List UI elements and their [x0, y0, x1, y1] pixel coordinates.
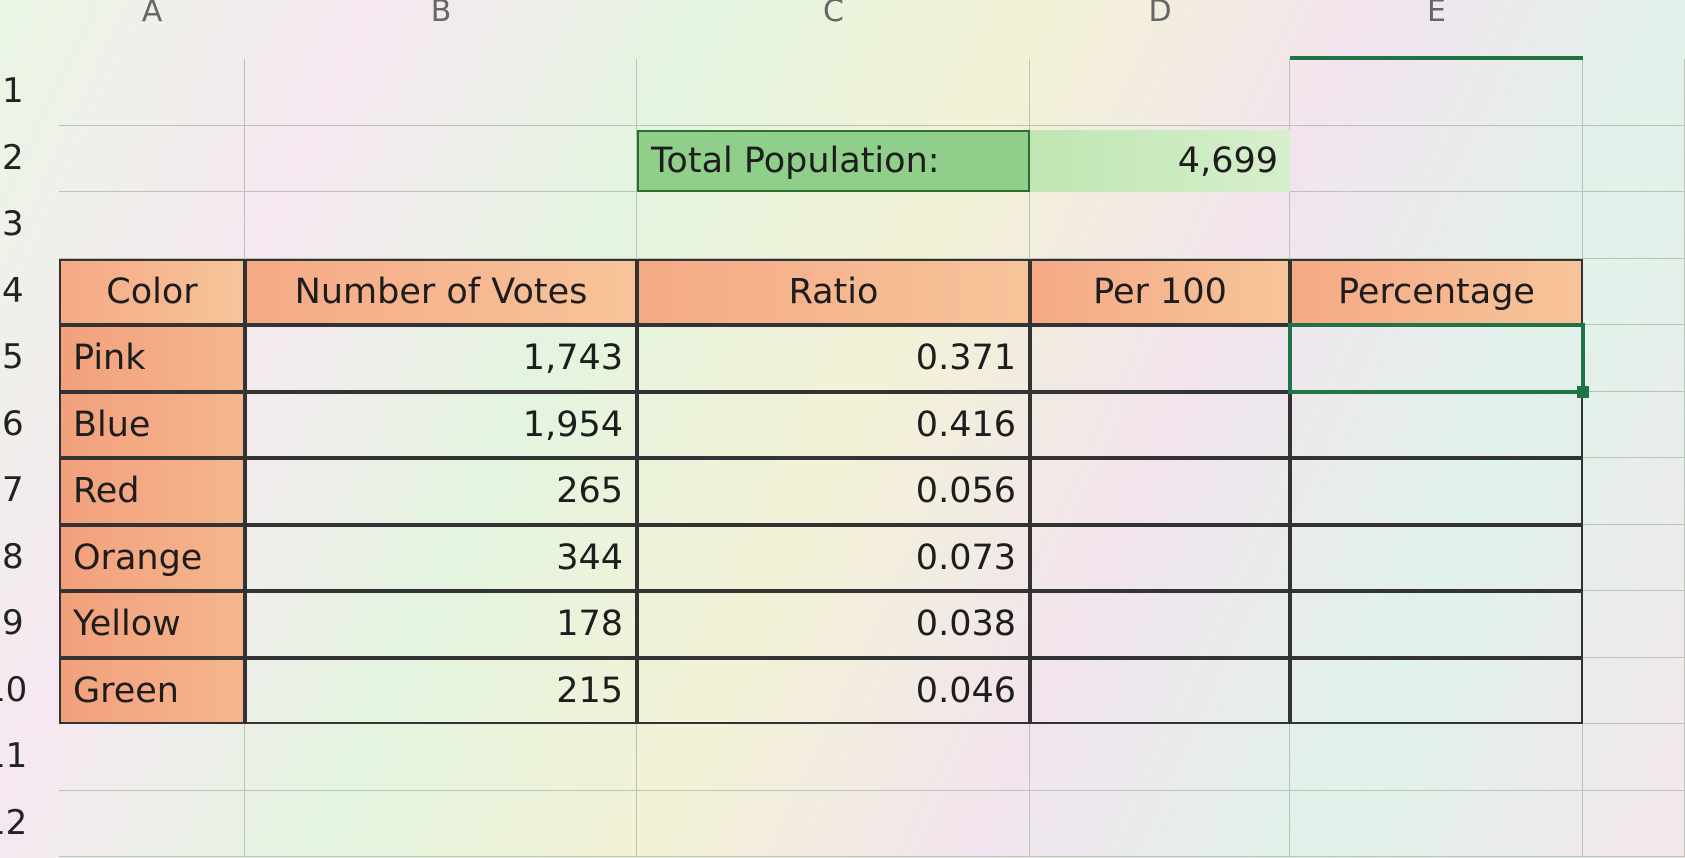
grid-cell[interactable]: [1583, 391, 1685, 458]
grid-cell[interactable]: [245, 59, 637, 126]
grid-cell[interactable]: [637, 59, 1030, 126]
grid-cell[interactable]: [637, 724, 1030, 791]
grid-cell[interactable]: [1583, 325, 1685, 392]
grid-cell[interactable]: [59, 790, 245, 857]
row-number[interactable]: 11: [0, 736, 28, 776]
data-cell[interactable]: 0.073: [637, 524, 1030, 591]
column-header[interactable]: C: [823, 0, 844, 29]
grid-cell[interactable]: [1030, 192, 1290, 259]
color-cell[interactable]: Orange: [59, 524, 245, 591]
table-header[interactable]: Per 100: [1030, 258, 1290, 325]
data-cell[interactable]: 215: [245, 657, 637, 724]
grid-cell[interactable]: [1583, 59, 1685, 126]
row-number[interactable]: 7: [2, 470, 24, 510]
row-number[interactable]: 1: [2, 71, 24, 111]
grid-cell[interactable]: [245, 125, 637, 192]
data-cell[interactable]: [1030, 657, 1290, 724]
column-header[interactable]: E: [1427, 0, 1446, 29]
table-header[interactable]: Percentage: [1290, 258, 1583, 325]
grid-cell[interactable]: [245, 724, 637, 791]
grid-cell[interactable]: [1030, 724, 1290, 791]
row-number[interactable]: 8: [2, 536, 24, 577]
column-e-highlight: [1290, 56, 1583, 60]
data-cell[interactable]: 0.056: [637, 458, 1030, 525]
grid-cell[interactable]: [1583, 724, 1685, 791]
grid-cell[interactable]: [1583, 458, 1685, 525]
grid-cell[interactable]: [1583, 657, 1685, 724]
data-cell[interactable]: [1030, 524, 1290, 591]
grid-cell[interactable]: [1030, 790, 1290, 857]
grid-cell[interactable]: [1583, 192, 1685, 259]
grid-cell[interactable]: [1583, 790, 1685, 857]
data-cell[interactable]: 0.046: [637, 657, 1030, 724]
data-cell[interactable]: [1290, 391, 1583, 458]
data-cell[interactable]: 1,954: [245, 391, 637, 458]
total-label[interactable]: Total Population:: [637, 129, 1030, 192]
grid-cell[interactable]: [1290, 192, 1583, 259]
color-cell[interactable]: Green: [59, 657, 245, 724]
row-number[interactable]: 4: [2, 270, 24, 311]
data-cell[interactable]: [1030, 458, 1290, 525]
row-number[interactable]: 9: [2, 603, 24, 643]
grid-cell[interactable]: [1290, 59, 1583, 126]
row-number[interactable]: 6: [2, 403, 24, 444]
color-cell[interactable]: Yellow: [59, 591, 245, 658]
data-cell[interactable]: [1030, 391, 1290, 458]
grid-cell[interactable]: [59, 192, 245, 259]
grid-cell[interactable]: [59, 125, 245, 192]
column-header[interactable]: B: [430, 0, 452, 29]
fill-handle[interactable]: [1577, 385, 1589, 398]
grid-cell[interactable]: [1290, 125, 1583, 192]
row-number[interactable]: 12: [0, 802, 28, 843]
selected-cell[interactable]: [1288, 323, 1585, 394]
data-cell[interactable]: [1290, 524, 1583, 591]
color-cell[interactable]: Red: [59, 458, 245, 525]
grid-cell[interactable]: [1583, 125, 1685, 192]
data-cell[interactable]: 178: [245, 591, 637, 658]
grid-cell[interactable]: [637, 790, 1030, 857]
grid-cell[interactable]: [59, 724, 245, 791]
row-number[interactable]: 2: [2, 137, 24, 178]
data-cell[interactable]: [1030, 325, 1290, 392]
grid-cell[interactable]: [1290, 724, 1583, 791]
grid-cell[interactable]: [1290, 790, 1583, 857]
grid-cell[interactable]: [1583, 591, 1685, 658]
data-cell[interactable]: 0.416: [637, 391, 1030, 458]
grid-cell[interactable]: [1030, 59, 1290, 126]
row-number[interactable]: 5: [2, 337, 24, 377]
data-cell[interactable]: 0.038: [637, 591, 1030, 658]
color-cell[interactable]: Blue: [59, 391, 245, 458]
grid-cell[interactable]: [1583, 524, 1685, 591]
row-number[interactable]: 3: [2, 204, 24, 244]
data-cell[interactable]: [1290, 657, 1583, 724]
color-cell[interactable]: Pink: [59, 325, 245, 392]
data-cell[interactable]: [1290, 591, 1583, 658]
column-header[interactable]: D: [1148, 0, 1172, 29]
data-cell[interactable]: 1,743: [245, 325, 637, 392]
data-cell[interactable]: 0.371: [637, 325, 1030, 392]
grid-cell[interactable]: [245, 192, 637, 259]
table-header[interactable]: Ratio: [637, 258, 1030, 325]
total-value[interactable]: 4,699: [1030, 129, 1290, 192]
column-header[interactable]: A: [141, 0, 163, 29]
data-cell[interactable]: [1290, 458, 1583, 525]
row-number[interactable]: 10: [0, 669, 28, 710]
data-cell[interactable]: 344: [245, 524, 637, 591]
grid-cell[interactable]: [245, 790, 637, 857]
table-header[interactable]: Color: [59, 258, 245, 325]
grid-cell[interactable]: [1583, 258, 1685, 325]
grid-cell[interactable]: [637, 192, 1030, 259]
table-header[interactable]: Number of Votes: [245, 258, 637, 325]
data-cell[interactable]: [1030, 591, 1290, 658]
grid-cell[interactable]: [59, 59, 245, 126]
data-cell[interactable]: 265: [245, 458, 637, 525]
